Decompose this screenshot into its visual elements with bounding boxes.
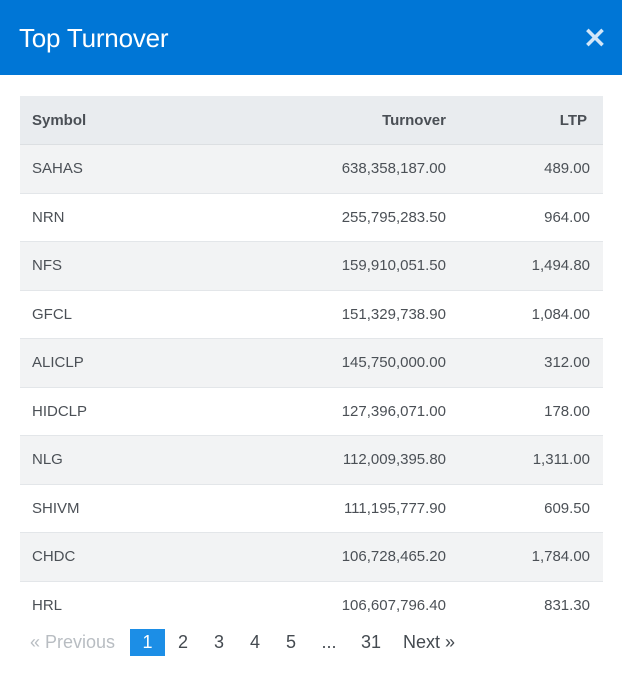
cell-symbol: SHIVM	[20, 483, 220, 533]
table-header-row: Symbol Turnover LTP	[20, 96, 603, 145]
cell-ltp: 178.00	[458, 386, 603, 436]
table-row[interactable]: NFS 159,910,051.50 1,494.80	[20, 241, 603, 290]
close-icon: ×	[582, 20, 608, 55]
cell-ltp: 1,084.00	[458, 289, 603, 339]
cell-turnover: 255,795,283.50	[220, 192, 458, 242]
cell-symbol: NLG	[20, 435, 220, 484]
table-body: SAHAS 638,358,187.00 489.00 NRN 255,795,…	[20, 144, 603, 629]
page-button-4[interactable]: 4	[249, 632, 260, 652]
cell-ltp: 489.00	[458, 144, 603, 193]
table-row[interactable]: HRL 106,607,796.40 831.30	[20, 580, 603, 629]
table-row[interactable]: SHIVM 111,195,777.90 609.50	[20, 483, 603, 533]
cell-symbol: HIDCLP	[20, 386, 220, 436]
cell-turnover: 106,607,796.40	[220, 580, 458, 629]
page-button-2[interactable]: 2	[177, 632, 188, 652]
cell-symbol: CHDC	[20, 532, 220, 581]
cell-symbol: HRL	[20, 580, 220, 629]
modal-header: Top Turnover ×	[0, 0, 622, 75]
close-button[interactable]: ×	[582, 23, 608, 53]
page-button-1[interactable]: 1	[130, 629, 165, 656]
table-row[interactable]: HIDCLP 127,396,071.00 178.00	[20, 386, 603, 436]
cell-symbol: SAHAS	[20, 144, 220, 193]
cell-turnover: 112,009,395.80	[220, 435, 458, 484]
table-row[interactable]: SAHAS 638,358,187.00 489.00	[20, 144, 603, 193]
page-button-5[interactable]: 5	[285, 632, 296, 652]
turnover-table: Symbol Turnover LTP SAHAS 638,358,187.00…	[20, 96, 603, 629]
table-row[interactable]: GFCL 151,329,738.90 1,084.00	[20, 289, 603, 339]
next-page-button[interactable]: Next »	[403, 632, 456, 652]
cell-ltp: 609.50	[458, 483, 603, 533]
table-header: Symbol Turnover LTP	[20, 96, 603, 145]
page-button-3[interactable]: 3	[213, 632, 224, 652]
cell-turnover: 151,329,738.90	[220, 289, 458, 339]
page-button-31[interactable]: 31	[360, 632, 382, 652]
table-row[interactable]: ALICLP 145,750,000.00 312.00	[20, 338, 603, 387]
cell-ltp: 312.00	[458, 338, 603, 387]
turnover-table-container: Symbol Turnover LTP SAHAS 638,358,187.00…	[20, 96, 603, 629]
cell-turnover: 127,396,071.00	[220, 386, 458, 436]
cell-turnover: 638,358,187.00	[220, 144, 458, 193]
cell-turnover: 159,910,051.50	[220, 241, 458, 290]
cell-symbol: NFS	[20, 241, 220, 290]
cell-ltp: 1,494.80	[458, 241, 603, 290]
pagination: « Previous 1 2 3 4 5 ... 31 Next »	[30, 629, 473, 656]
pagination-ellipsis: ...	[321, 632, 337, 652]
previous-page-button[interactable]: « Previous	[30, 632, 116, 652]
column-header-turnover[interactable]: Turnover	[220, 96, 458, 145]
cell-ltp: 1,311.00	[458, 435, 603, 484]
cell-turnover: 145,750,000.00	[220, 338, 458, 387]
table-row[interactable]: CHDC 106,728,465.20 1,784.00	[20, 532, 603, 581]
cell-ltp: 964.00	[458, 192, 603, 242]
table-row[interactable]: NLG 112,009,395.80 1,311.00	[20, 435, 603, 484]
cell-symbol: NRN	[20, 192, 220, 242]
cell-ltp: 1,784.00	[458, 532, 603, 581]
column-header-ltp[interactable]: LTP	[458, 96, 603, 145]
cell-symbol: ALICLP	[20, 338, 220, 387]
modal-title: Top Turnover	[19, 23, 169, 53]
cell-ltp: 831.30	[458, 580, 603, 629]
cell-symbol: GFCL	[20, 289, 220, 339]
cell-turnover: 106,728,465.20	[220, 532, 458, 581]
table-row[interactable]: NRN 255,795,283.50 964.00	[20, 192, 603, 242]
cell-turnover: 111,195,777.90	[220, 483, 458, 533]
column-header-symbol[interactable]: Symbol	[20, 96, 220, 145]
